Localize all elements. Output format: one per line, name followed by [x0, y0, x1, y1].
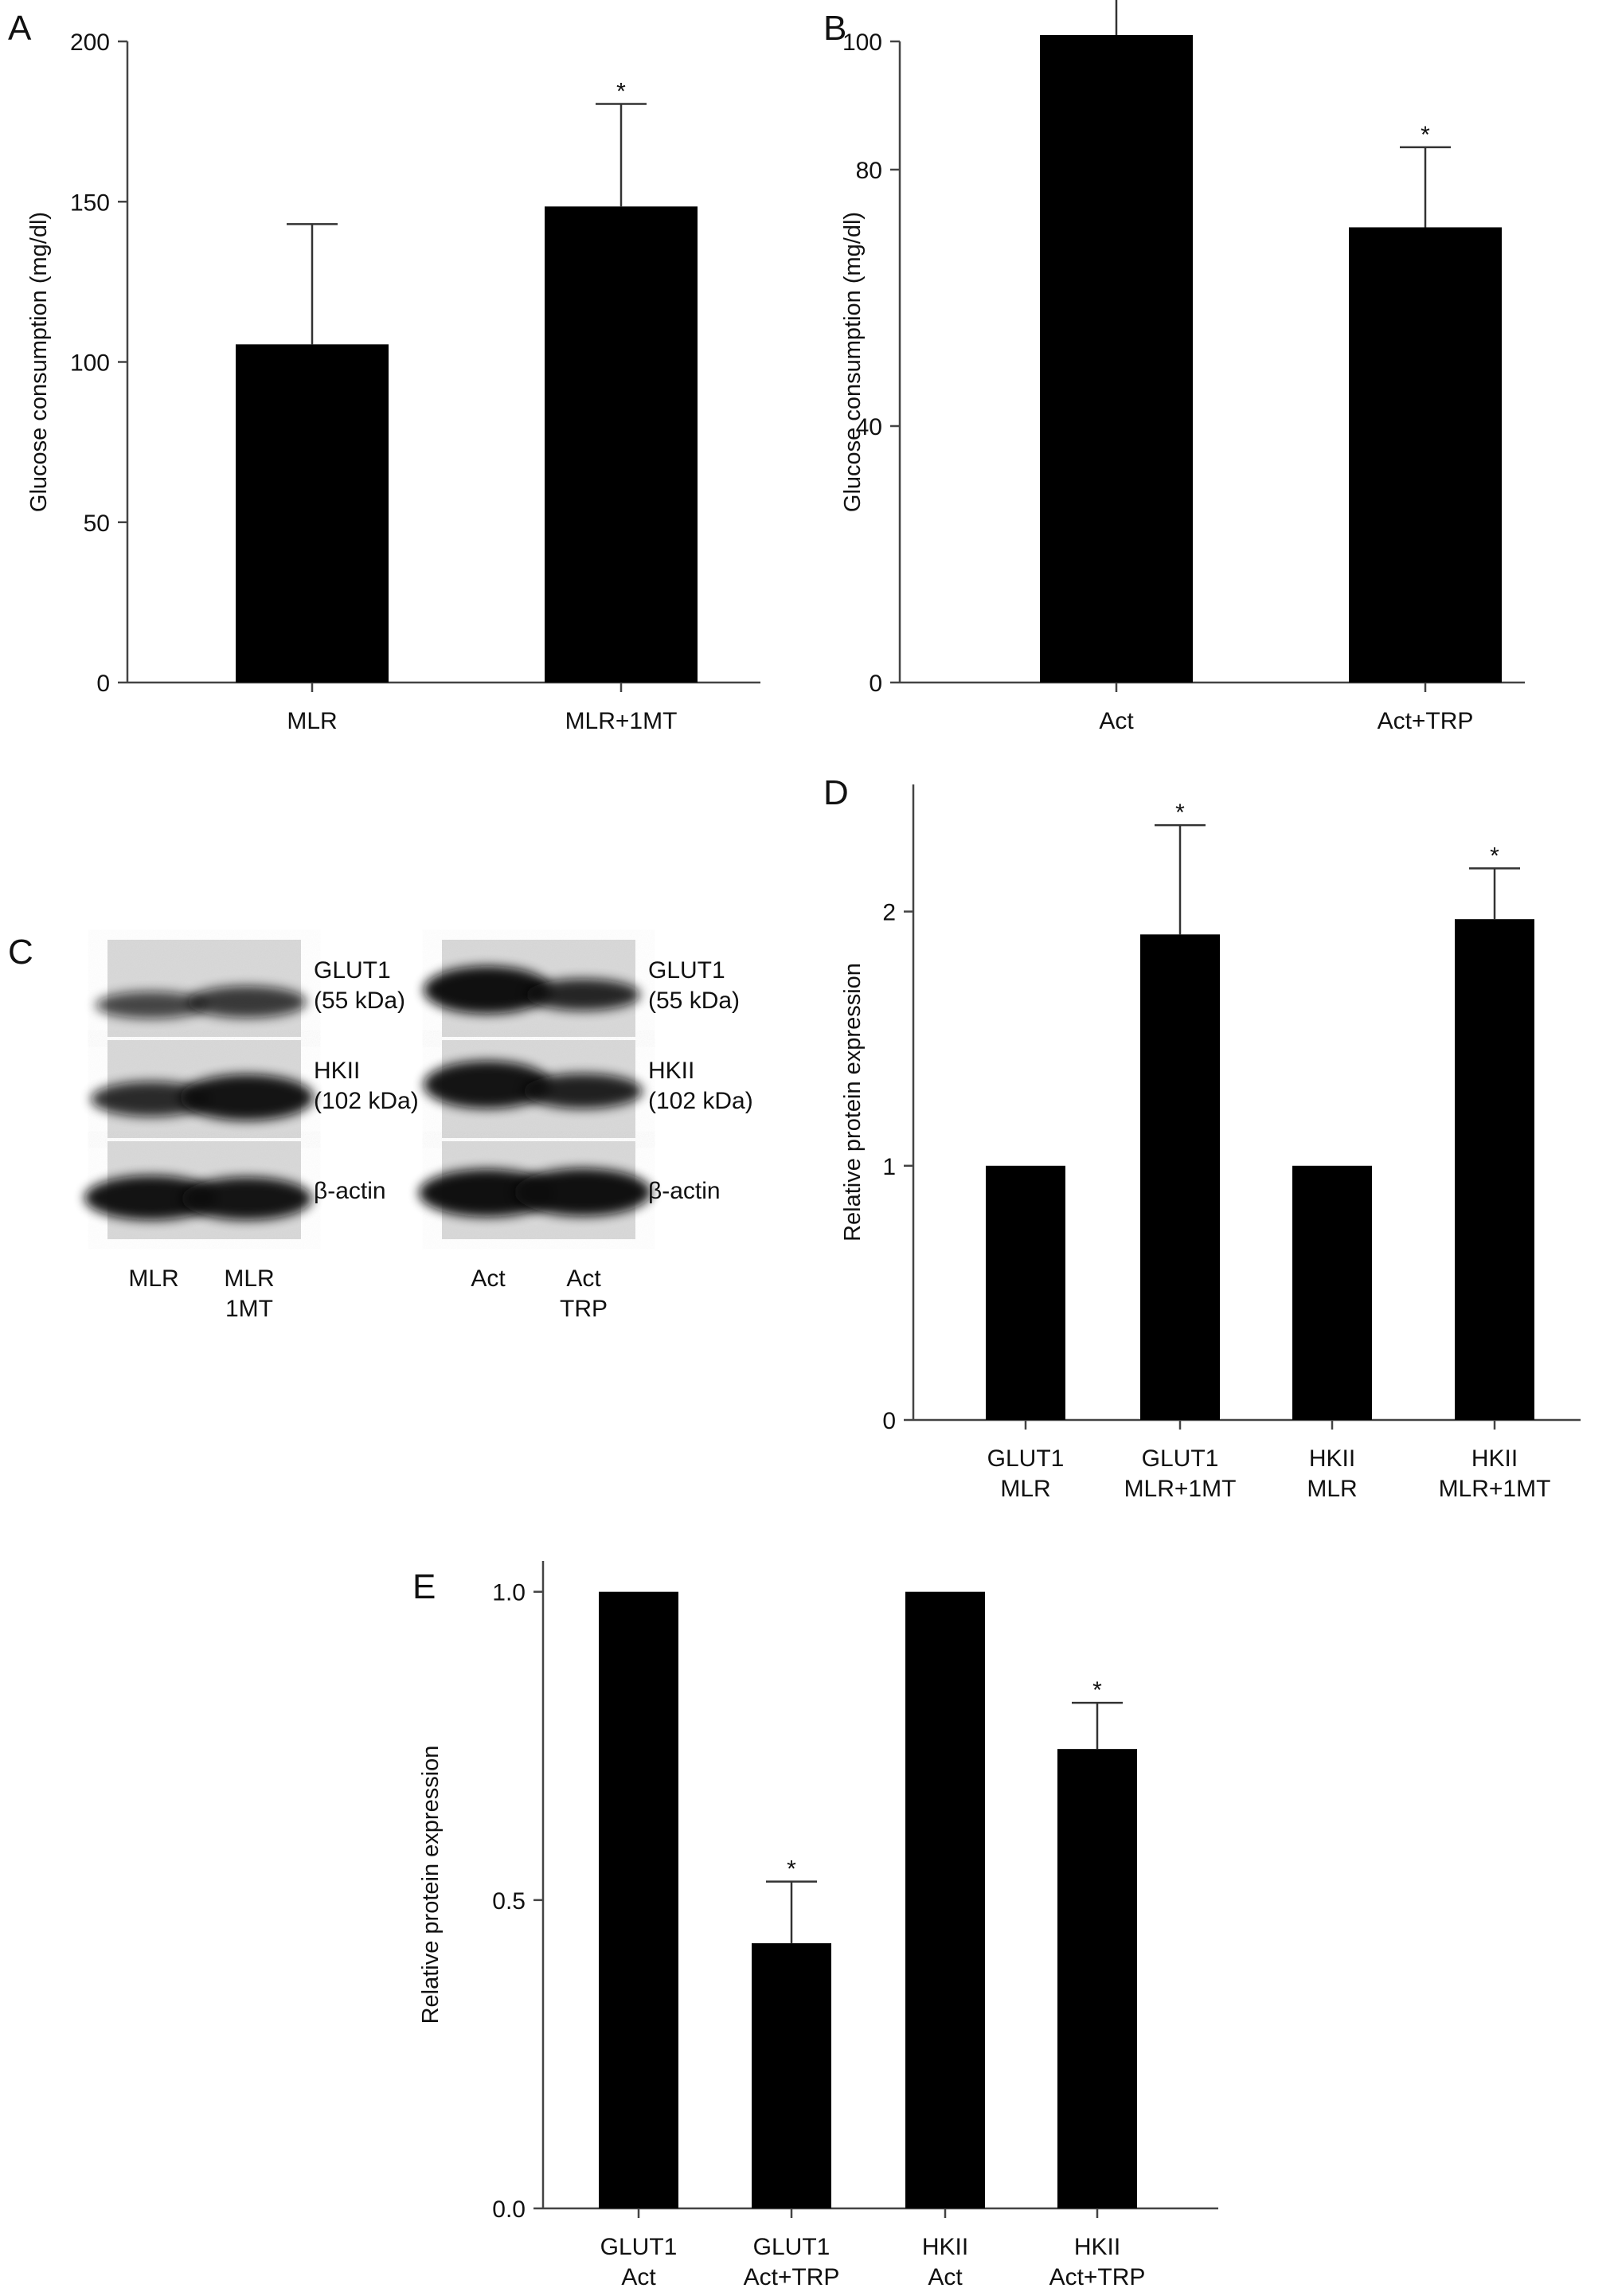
- x-tick-label: HKII: [1309, 1445, 1355, 1472]
- blot-protein-label: HKII: [648, 1058, 694, 1084]
- x-tick-label: Act: [621, 2264, 656, 2290]
- x-tick-label: GLUT1: [600, 2234, 678, 2260]
- x-tick-label: MLR: [287, 708, 337, 734]
- x-tick-label: Act+TRP: [1378, 708, 1474, 734]
- bar: [986, 1165, 1065, 1420]
- x-tick-label: MLR: [1000, 1476, 1050, 1502]
- panel-label: E: [412, 1567, 436, 1606]
- blot-band: [526, 979, 640, 1011]
- y-tick-label: 150: [70, 190, 110, 216]
- blot-band: [419, 1169, 556, 1217]
- y-axis-label: Relative protein expression: [840, 963, 866, 1242]
- blot-protein-label: β-actin: [648, 1178, 721, 1204]
- x-tick-label: MLR+1MT: [1439, 1476, 1551, 1502]
- y-tick-label: 0.5: [492, 1888, 526, 1915]
- y-tick-label: 1: [882, 1154, 896, 1180]
- blot-lane-label: Act: [566, 1265, 601, 1292]
- blot-protein-label: (102 kDa): [648, 1088, 753, 1114]
- y-tick-label: 200: [70, 29, 110, 56]
- blot-lane-label: MLR: [224, 1265, 274, 1292]
- blot-protein-label: β-actin: [314, 1178, 386, 1204]
- x-tick-label: MLR+1MT: [1124, 1476, 1237, 1502]
- y-tick-label: 1.0: [492, 1580, 526, 1606]
- blot-protein-label: (102 kDa): [314, 1088, 419, 1114]
- panel-label: C: [8, 933, 33, 972]
- bar: [1349, 227, 1502, 683]
- bar: [236, 344, 389, 683]
- blot-protein-label: GLUT1: [314, 957, 391, 984]
- blot-group-left: GLUT1 (55 kDa) HKII (102 kDa) β-actin MLR MLR 1…: [84, 940, 419, 1322]
- y-tick-label: 0: [96, 671, 110, 697]
- x-tick-label: MLR+1MT: [565, 708, 678, 734]
- blot-lane-label: TRP: [560, 1296, 608, 1322]
- y-tick-label: 0: [869, 671, 882, 697]
- bar: [752, 1943, 831, 2208]
- blot-group-right: GLUT1 (55 kDa) HKII (102 kDa) β-actin Act Act T…: [419, 940, 753, 1322]
- y-axis-label: Glucose consumption (mg/dl): [840, 212, 866, 512]
- x-tick-label: GLUT1: [753, 2234, 830, 2260]
- y-axis-label: Glucose consumption (mg/dl): [26, 212, 52, 512]
- x-tick-label: Act: [928, 2264, 963, 2290]
- significance-marker: *: [787, 1856, 796, 1883]
- panel-label: B: [823, 9, 846, 48]
- bar: [1057, 1749, 1137, 2208]
- bar: [1040, 34, 1193, 683]
- significance-marker: *: [1490, 843, 1499, 869]
- blot-band: [424, 966, 551, 1014]
- chart-panel-e: E 0.0 0.5 1.0 Relative protein expression GLU…: [412, 1561, 1218, 2290]
- x-tick-label: GLUT1: [1142, 1445, 1219, 1472]
- blot-band: [84, 1175, 218, 1220]
- blot-protein-label: (55 kDa): [648, 988, 740, 1014]
- blot-lane-label: 1MT: [225, 1296, 273, 1322]
- panel-label: D: [823, 773, 849, 812]
- blot-lane-label: Act: [471, 1265, 506, 1292]
- y-tick-label: 0: [882, 1408, 896, 1434]
- blot-band: [180, 1074, 314, 1121]
- x-tick-label: HKII: [1074, 2234, 1120, 2260]
- y-tick-label: 0.0: [492, 2196, 526, 2223]
- blot-band: [523, 1074, 643, 1109]
- panel-label: A: [8, 9, 32, 48]
- y-tick-label: 80: [856, 158, 882, 184]
- chart-panel-d: D 0 1 2 Relative protein expression GLUT1 MLR *…: [823, 773, 1581, 1502]
- y-tick-label: 100: [70, 350, 110, 377]
- bar: [1140, 934, 1220, 1420]
- blot-band: [514, 1168, 651, 1216]
- bar: [599, 1591, 678, 2208]
- significance-marker: *: [1092, 1677, 1102, 1703]
- chart-panel-a: A 0 50 100 150 200 Glucose consumption (mg/dl)…: [8, 9, 760, 734]
- x-tick-label: Act+TRP: [744, 2264, 840, 2290]
- blot-band: [187, 986, 307, 1018]
- chart-panel-b: B 0 40 80 100 Glucose consumption (mg/dl) Act *…: [823, 0, 1525, 734]
- blot-band: [96, 992, 207, 1019]
- bar: [545, 206, 698, 683]
- significance-marker: *: [616, 78, 626, 104]
- y-tick-label: 40: [856, 414, 882, 440]
- bar: [1292, 1165, 1372, 1420]
- bar: [1455, 919, 1534, 1420]
- x-tick-label: Act: [1099, 708, 1134, 734]
- blot-protein-label: HKII: [314, 1058, 360, 1084]
- y-axis-label: Relative protein expression: [418, 1746, 444, 2024]
- x-tick-label: GLUT1: [987, 1445, 1065, 1472]
- y-tick-label: 100: [842, 29, 882, 56]
- blot-panel-c: C GLUT1 (55 kDa) HKII (102 kDa) β-actin MLR MLR…: [8, 933, 753, 1322]
- y-tick-label: 2: [882, 900, 896, 926]
- x-tick-label: HKII: [1471, 1445, 1518, 1472]
- bar: [905, 1591, 985, 2208]
- blot-protein-label: (55 kDa): [314, 988, 405, 1014]
- blot-lane-label: MLR: [128, 1265, 178, 1292]
- blot-band: [91, 1082, 212, 1117]
- blot-band: [424, 1061, 551, 1109]
- x-tick-label: Act+TRP: [1049, 2264, 1146, 2290]
- x-tick-label: HKII: [922, 2234, 968, 2260]
- blot-band: [182, 1177, 312, 1220]
- x-tick-label: MLR: [1307, 1476, 1357, 1502]
- significance-marker: *: [1175, 800, 1185, 826]
- blot-protein-label: GLUT1: [648, 957, 725, 984]
- significance-marker: *: [1421, 122, 1430, 148]
- y-tick-label: 50: [84, 510, 110, 537]
